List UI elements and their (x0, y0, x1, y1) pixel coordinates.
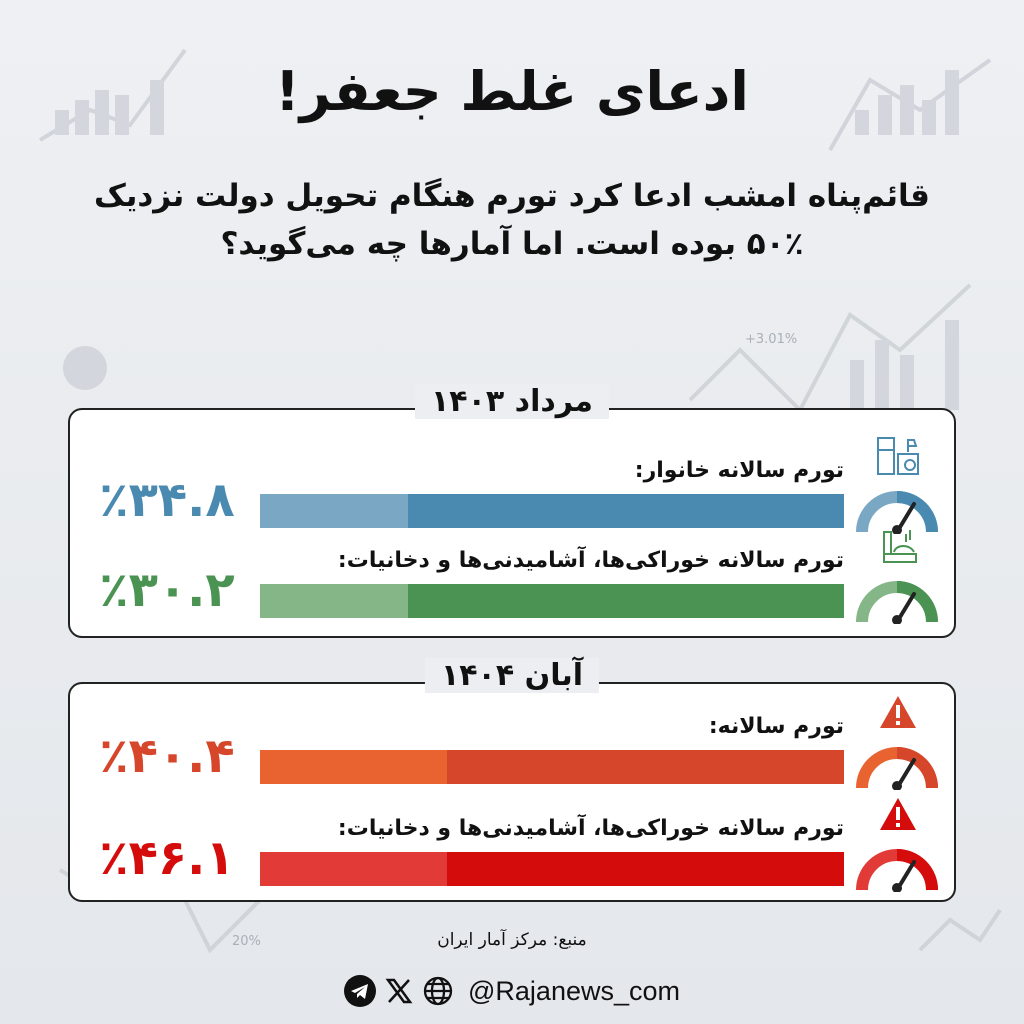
bar-segment-light (260, 494, 409, 528)
bar-segment (408, 494, 844, 528)
warning-icon (880, 798, 916, 830)
bar-label: تورم سالانه خانوار: (634, 458, 844, 483)
bar (260, 584, 844, 618)
gauge-icon (856, 849, 938, 892)
bar-label: تورم سالانه: (708, 714, 844, 739)
bar-row: تورم سالانه خوراکی‌ها، آشامیدنی‌ها و دخا… (70, 798, 954, 916)
bg-label: +3.01% (745, 332, 797, 347)
home-appliances-icon (877, 437, 919, 475)
bar-segment (408, 584, 844, 618)
gauge-icon (856, 491, 938, 534)
panel-title: مرداد ۱۴۰۳ (414, 384, 610, 419)
globe-icon[interactable] (422, 975, 454, 1007)
subtitle-line: ۵۰٪ بوده است. اما آمارها چه می‌گوید؟ (220, 226, 804, 262)
value-label: ٪۳۴.۸ (99, 472, 235, 528)
footer: @Rajanews_com (0, 975, 1024, 1007)
x-icon[interactable] (384, 976, 414, 1006)
value-label: ٪۴۰.۴ (99, 728, 235, 784)
bar (260, 494, 844, 528)
gauge-icon (856, 747, 938, 790)
bar-row: تورم سالانه: ٪۴۰.۴ (70, 696, 954, 814)
warning-icon (880, 696, 916, 728)
value-label: ٪۴۶.۱ (99, 830, 235, 886)
bar-label: تورم سالانه خوراکی‌ها، آشامیدنی‌ها و دخا… (337, 548, 844, 573)
bar-segment-light (260, 584, 409, 618)
bar-label: تورم سالانه خوراکی‌ها، آشامیدنی‌ها و دخا… (337, 816, 844, 841)
bar (260, 852, 844, 886)
bar-segment-light (260, 852, 447, 886)
subtitle: قائم‌پناه امشب ادعا کرد تورم هنگام تحویل… (60, 172, 964, 268)
value-label: ٪۳۰.۲ (99, 562, 235, 618)
panel-aban-1404: آبان ۱۴۰۴ تورم سالانه: ٪۴۰.۴ تورم سالانه… (68, 658, 956, 902)
social-handle[interactable]: @Rajanews_com (468, 975, 680, 1006)
page-title: ادعای غلط جعفر! (275, 60, 749, 123)
bar (260, 750, 844, 784)
food-icon (883, 530, 917, 563)
bar-row: تورم سالانه خوراکی‌ها، آشامیدنی‌ها و دخا… (70, 530, 954, 648)
bar-row: تورم سالانه خانوار: ٪۳۴.۸ (70, 437, 954, 558)
bar-segment (446, 750, 844, 784)
subtitle-line: قائم‌پناه امشب ادعا کرد تورم هنگام تحویل… (94, 178, 930, 214)
gauge-icon (856, 581, 938, 624)
bg-label: 20% (232, 934, 261, 949)
bar-segment (446, 852, 844, 886)
source-note: منبع: مرکز آمار ایران (437, 930, 587, 950)
bar-segment-light (260, 750, 447, 784)
telegram-icon[interactable] (344, 975, 376, 1007)
panel-mordad-1403: مرداد ۱۴۰۳ تورم سالانه خانوار: ٪۳۴.۸ تور… (68, 384, 956, 638)
panel-title: آبان ۱۴۰۴ (424, 658, 600, 693)
